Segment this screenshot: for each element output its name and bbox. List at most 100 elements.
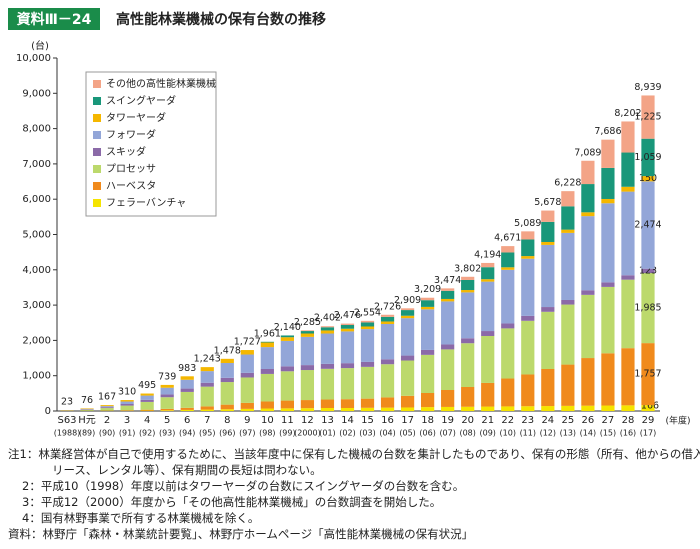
total-label: 3,209	[414, 284, 441, 295]
bar-segment	[521, 231, 535, 240]
bar-segment	[581, 160, 595, 185]
bar-segment	[380, 323, 395, 360]
x-tick-sublabel: (11)	[520, 429, 536, 438]
total-label: 1,478	[214, 345, 241, 356]
bar-segment	[260, 408, 274, 411]
bar-segment	[280, 335, 294, 338]
badge-box	[8, 8, 100, 30]
legend-swatch	[93, 148, 101, 156]
bar-segment	[521, 374, 535, 407]
value-label: 1,225	[634, 112, 661, 123]
bar-segment	[380, 397, 395, 408]
x-tick-sublabel: (90)	[99, 429, 115, 438]
bar-segment	[400, 308, 415, 311]
x-tick-label: S63	[57, 415, 76, 426]
bar-segment	[320, 333, 335, 364]
bar-segment	[581, 212, 595, 217]
legend-label: スキッダ	[106, 145, 146, 158]
bar-segment	[621, 186, 635, 192]
bar-segment	[561, 299, 575, 305]
bar-segment	[641, 138, 655, 177]
bar-segment	[461, 290, 475, 293]
total-label: 3,474	[434, 275, 461, 286]
bar-segment	[521, 258, 535, 316]
legend-swatch	[93, 131, 101, 139]
bar-segment	[220, 382, 234, 405]
bar-segment	[441, 406, 455, 411]
bar-segment	[541, 307, 555, 312]
bar-segment	[100, 408, 114, 411]
bar-segment	[100, 407, 114, 409]
x-tick-sublabel: (96)	[219, 429, 235, 438]
bar-segment	[481, 267, 495, 280]
bar-segment	[260, 341, 274, 343]
bar-segment	[140, 393, 154, 396]
total-label: 2,402	[314, 313, 341, 324]
note: 注1：林業経営体が自己で使用するために、当該年度中に保有した機械の台数を集計した…	[8, 447, 700, 461]
bar-segment	[400, 315, 415, 319]
bar-segment	[320, 326, 335, 328]
total-label: 3,802	[454, 263, 481, 274]
bar-segment	[140, 399, 154, 402]
bar-segment	[360, 366, 375, 399]
bar-segment	[461, 292, 475, 339]
total-label: 76	[81, 395, 93, 406]
legend-label: タワーヤーダ	[106, 111, 166, 124]
x-tick-label: 5	[164, 415, 170, 426]
bar-segment	[441, 349, 455, 390]
bar-segment	[200, 382, 214, 387]
bar-segment	[380, 316, 395, 322]
bar-segment	[320, 363, 335, 369]
bar-segment	[601, 286, 615, 354]
bar-segment	[641, 273, 655, 344]
bar-segment	[200, 386, 214, 407]
value-label: 1,757	[634, 369, 661, 380]
bar-segment	[340, 331, 355, 364]
bar-segment	[80, 409, 94, 411]
total-label: 983	[178, 363, 196, 374]
bar-segment	[541, 311, 555, 369]
y-tick-label: 5,000	[22, 230, 51, 241]
legend-swatch	[93, 199, 101, 207]
value-label: 166	[641, 401, 659, 412]
x-tick-sublabel: (08)	[459, 429, 475, 438]
bar-segment	[180, 376, 194, 380]
bar-segment	[340, 368, 355, 400]
bar-segment	[240, 372, 254, 378]
bar-segment	[100, 406, 114, 408]
y-tick-label: 7,000	[22, 159, 51, 170]
bar-segment	[501, 406, 515, 411]
x-tick-label: 21	[481, 415, 494, 426]
bar-segment	[380, 407, 395, 411]
total-label: 5,678	[534, 197, 561, 208]
value-label: 1,059	[634, 152, 661, 163]
x-tick-label: 6	[184, 415, 190, 426]
total-label: 1,243	[194, 354, 221, 365]
x-tick-sublabel: (16)	[620, 429, 636, 438]
bar-segment	[501, 378, 515, 407]
total-label: 5,089	[514, 218, 541, 229]
bar-segment	[280, 400, 294, 409]
x-tick-label: 11	[281, 415, 294, 426]
x-tick-sublabel: (95)	[199, 429, 215, 438]
bar-segment	[461, 406, 475, 411]
x-tick-label: 14	[341, 415, 354, 426]
bar-segment	[240, 408, 254, 411]
bar-segment	[481, 279, 495, 282]
bar-segment	[380, 321, 395, 324]
bar-segment	[501, 328, 515, 379]
x-tick-sublabel: (17)	[640, 429, 656, 438]
badge: 資料Ⅲ－24	[17, 11, 92, 28]
bar-segment	[421, 306, 435, 310]
bar-segment	[421, 300, 435, 307]
bar-segment	[501, 267, 515, 270]
total-label: 7,686	[594, 126, 621, 137]
total-label: 4,671	[494, 233, 521, 244]
bar-segment	[200, 367, 214, 372]
x-tick-sublabel: (03)	[359, 429, 375, 438]
x-tick-sublabel: (02)	[339, 429, 355, 438]
total-label: 2,140	[274, 322, 301, 333]
bar-segment	[501, 269, 515, 324]
bar-segment	[360, 326, 375, 330]
